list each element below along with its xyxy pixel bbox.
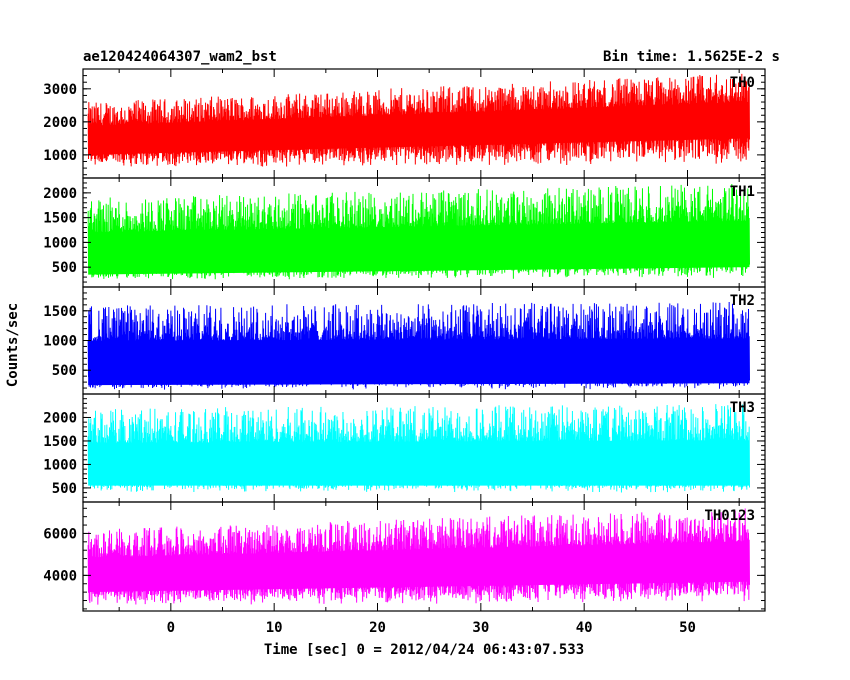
y-tick-label: 1000 (43, 457, 77, 473)
x-tick-label: 40 (576, 620, 593, 636)
panel-label-th0123: TH0123 (704, 508, 755, 524)
panel-label-th3: TH3 (730, 400, 755, 416)
y-tick-label: 2000 (43, 186, 77, 202)
x-axis: 0 10 20 30 40 50 (167, 620, 696, 636)
y-tick-label: 1500 (43, 434, 77, 450)
series-band-th0 (88, 102, 750, 155)
panel-th0123: 4000 6000 TH0123 (43, 501, 766, 612)
panel-th0: 1000 2000 3000 TH0 (43, 68, 766, 179)
y-tick-label: 1000 (43, 334, 77, 350)
y-axis-label: Counts/sec (5, 303, 21, 387)
bin-time-label: Bin time: 1.5625E-2 s (603, 49, 780, 65)
y-tick-label: 500 (52, 481, 77, 497)
panel-label-th0: TH0 (730, 75, 755, 91)
chart-title: ae120424064307_wam2_bst (83, 49, 277, 65)
y-tick-label: 2000 (43, 115, 77, 131)
x-tick-label: 20 (369, 620, 386, 636)
panel-th2: 500 1000 1500 TH2 (43, 286, 766, 395)
y-tick-label: 1000 (43, 148, 77, 164)
y-tick-label: 1500 (43, 304, 77, 320)
x-tick-label: 30 (472, 620, 489, 636)
y-tick-label: 500 (52, 363, 77, 379)
x-tick-label: 0 (167, 620, 175, 636)
series-band-th3 (88, 440, 750, 486)
x-tick-label: 10 (266, 620, 283, 636)
series-band-th1 (88, 220, 750, 275)
panel-frame (82, 501, 766, 612)
y-tick-label: 2000 (43, 410, 77, 426)
x-axis-label: Time [sec] 0 = 2012/04/24 06:43:07.533 (264, 642, 584, 658)
series-band-th0123 (88, 541, 750, 593)
y-tick-label: 6000 (43, 526, 77, 542)
y-tick-label: 4000 (43, 568, 77, 584)
panels-group: 1000 2000 3000 TH0 500 1000 1500 2000 TH1 500 1000… (43, 68, 766, 612)
panel-th1: 500 1000 1500 2000 TH1 (43, 177, 766, 288)
panel-label-th2: TH2 (730, 293, 755, 309)
panel-th3: 500 1000 1500 2000 TH3 (43, 393, 766, 503)
y-tick-label: 3000 (43, 82, 77, 98)
series-band-th2 (88, 338, 750, 386)
x-tick-label: 50 (679, 620, 696, 636)
y-tick-label: 1000 (43, 235, 77, 251)
y-tick-label: 500 (52, 260, 77, 276)
panel-label-th1: TH1 (730, 184, 755, 200)
y-tick-label: 1500 (43, 211, 77, 227)
